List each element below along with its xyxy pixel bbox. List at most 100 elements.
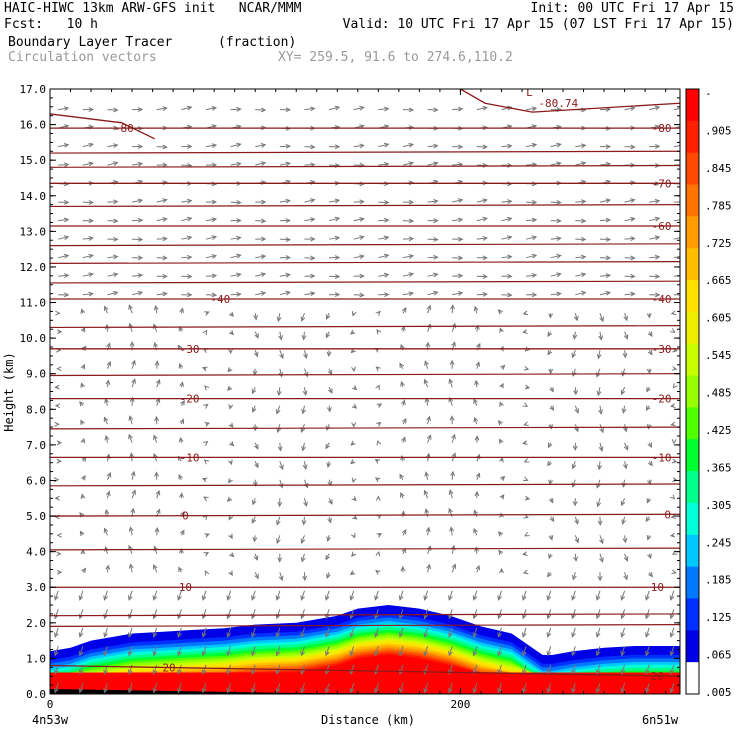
vector-head	[334, 105, 341, 111]
vector-shaft	[599, 405, 602, 414]
vector-shaft	[303, 387, 307, 395]
contour-label: -30	[180, 343, 200, 356]
vector-head	[581, 218, 587, 224]
vector-head	[408, 291, 415, 297]
vector-head	[497, 687, 502, 694]
colorbar-swatch	[686, 534, 699, 568]
vector-head	[204, 385, 210, 391]
vector-shaft	[497, 683, 502, 693]
vector-head	[457, 236, 464, 242]
vector-head	[201, 669, 207, 675]
contour-label: -40	[210, 293, 230, 306]
vector-shaft	[202, 683, 207, 693]
vector-head	[137, 161, 144, 167]
vector-shaft	[424, 683, 429, 693]
vector-head	[260, 236, 267, 242]
vector-head	[581, 199, 587, 205]
vector-shaft	[526, 163, 537, 166]
vector-shaft	[276, 405, 281, 414]
vector-head	[88, 253, 94, 259]
vector-shaft	[353, 106, 364, 111]
vector-shaft	[131, 199, 143, 203]
vector-head	[103, 416, 109, 423]
vector-shaft	[279, 274, 290, 277]
vector-head	[654, 235, 661, 241]
vector-head	[326, 536, 331, 543]
vector-shaft	[645, 664, 650, 674]
colorbar-swatch	[686, 120, 699, 154]
vector-shaft	[54, 664, 59, 674]
vector-shaft	[132, 163, 143, 166]
vector-head	[226, 632, 232, 638]
vector-head	[457, 291, 464, 296]
vector-shaft	[255, 144, 266, 148]
vector-shaft	[255, 162, 266, 166]
vector-head	[154, 415, 160, 422]
vector-head	[309, 198, 316, 203]
vector-shaft	[473, 590, 478, 600]
vector-shaft	[673, 145, 680, 148]
vector-shaft	[128, 590, 133, 600]
vector-head	[351, 385, 358, 391]
vector-shaft	[279, 461, 284, 470]
tracer-shading	[50, 605, 680, 694]
vector-head	[179, 307, 185, 313]
vector-head	[229, 552, 235, 558]
vector-head	[79, 530, 85, 536]
vector-head	[275, 595, 281, 601]
vector-head	[573, 389, 579, 396]
vector-shaft	[325, 627, 330, 637]
vector-head	[571, 613, 576, 620]
vector-shaft	[575, 291, 586, 296]
vector-head	[605, 217, 612, 223]
colorbar-swatch	[686, 598, 699, 631]
vector-head	[349, 687, 355, 694]
tracer-band	[50, 654, 680, 694]
vector-head	[669, 613, 675, 620]
vector-head	[374, 632, 379, 638]
vector-head	[401, 306, 407, 313]
vector-head	[522, 402, 529, 407]
vector-head	[285, 218, 291, 223]
vector-shaft	[547, 627, 552, 637]
vector-head	[521, 687, 527, 694]
vector-shaft	[251, 683, 256, 693]
vector-head	[498, 549, 504, 555]
vector-head	[334, 216, 341, 222]
vector-shaft	[547, 664, 552, 674]
vector-shaft	[79, 627, 84, 637]
vector-head	[669, 595, 675, 601]
vector-shaft	[597, 350, 601, 359]
vector-shaft	[424, 646, 429, 656]
vector-head	[572, 501, 578, 507]
vector-head	[423, 378, 429, 385]
colorbar-swatch	[686, 152, 699, 186]
vector-shaft	[426, 398, 429, 406]
vector-head	[228, 570, 233, 577]
vector-shaft	[645, 683, 650, 693]
vector-shaft	[399, 646, 404, 656]
vector-shaft	[399, 609, 404, 619]
vector-head	[105, 564, 111, 570]
colorbar-swatch	[686, 662, 699, 695]
vector-head	[211, 273, 218, 279]
vector-head	[359, 217, 365, 222]
vector-shaft	[177, 646, 182, 656]
vector-head	[621, 408, 627, 414]
vector-head	[670, 310, 677, 316]
vector-head	[647, 461, 653, 467]
vector-shaft	[574, 553, 577, 561]
vector-head	[105, 379, 111, 385]
axes: 0.0 1.0 2.0 3.0 4.0 5.0 6.0 7.0 8.0 9.0 10.0 11.0 12…	[20, 83, 680, 711]
vector-head	[596, 390, 602, 397]
vector-head	[128, 415, 134, 421]
vector-shaft	[131, 471, 135, 480]
vector-head	[229, 441, 235, 447]
vector-head	[177, 632, 182, 638]
vector-shaft	[230, 293, 241, 296]
vector-head	[178, 436, 184, 443]
vector-shaft	[202, 590, 207, 600]
vector-shaft	[526, 107, 537, 111]
vector-head	[472, 632, 478, 638]
vector-head	[571, 352, 577, 359]
